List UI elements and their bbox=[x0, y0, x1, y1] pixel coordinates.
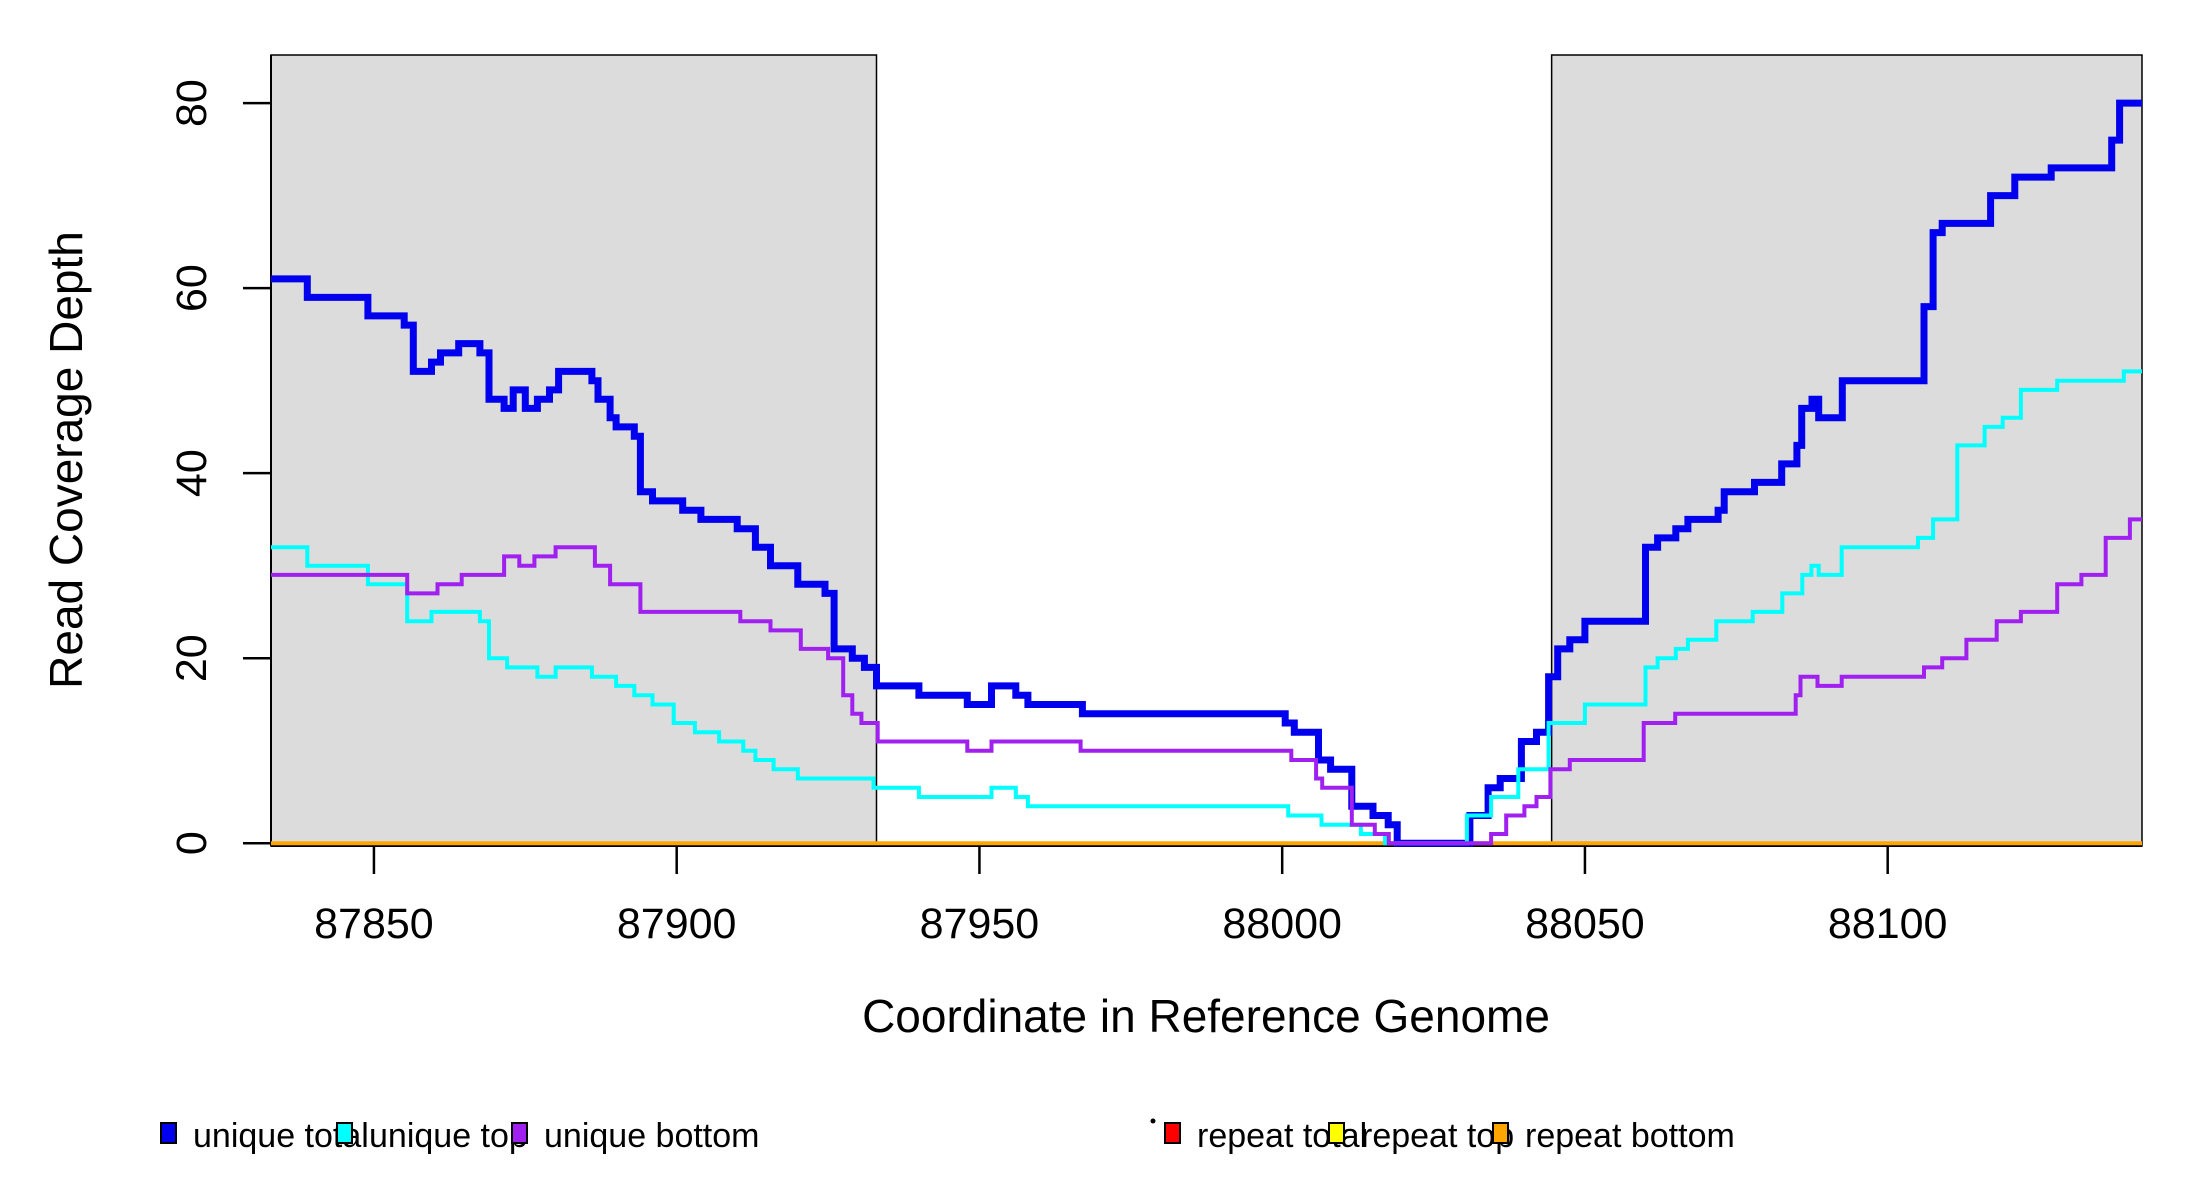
stray-dot bbox=[1150, 1118, 1156, 1124]
legend-swatch-unique-total bbox=[160, 1122, 177, 1144]
series-unique-total bbox=[271, 99, 2142, 847]
legend-label-unique-bottom: unique bottom bbox=[544, 1117, 760, 1155]
legend-item-repeat-bottom: repeat bottom bbox=[1492, 1117, 1735, 1155]
y-tick-label-0: 0 bbox=[168, 831, 216, 855]
x-tick-label-88050: 88050 bbox=[1525, 900, 1645, 948]
legend-label-repeat-bottom: repeat bottom bbox=[1525, 1117, 1735, 1155]
y-axis-title: Read Coverage Depth bbox=[40, 231, 92, 689]
y-tick-label-20: 20 bbox=[168, 634, 216, 682]
x-axis-title: Coordinate in Reference Genome bbox=[862, 990, 1550, 1042]
y-tick-label-40: 40 bbox=[168, 449, 216, 497]
x-tick-label-88100: 88100 bbox=[1828, 900, 1948, 948]
x-tick-label-87900: 87900 bbox=[617, 900, 737, 948]
legend-item-unique-bottom: unique bottom bbox=[511, 1117, 760, 1155]
series-unique-top bbox=[271, 369, 2142, 846]
legend-swatch-repeat-total bbox=[1164, 1122, 1181, 1144]
shaded-region-1 bbox=[270, 54, 878, 847]
legend-label-repeat-top: repeat top bbox=[1361, 1117, 1514, 1155]
legend-swatch-repeat-bottom bbox=[1492, 1122, 1509, 1144]
x-tick-label-88000: 88000 bbox=[1222, 900, 1342, 948]
legend-item-unique-top: unique top bbox=[336, 1117, 528, 1155]
legend-swatch-unique-top bbox=[336, 1122, 353, 1144]
series-unique-bottom bbox=[271, 517, 2142, 846]
y-tick-label-60: 60 bbox=[168, 264, 216, 312]
legend-swatch-repeat-top bbox=[1328, 1122, 1345, 1144]
legend-swatch-unique-bottom bbox=[511, 1122, 528, 1144]
y-tick-label-80: 80 bbox=[168, 79, 216, 127]
x-tick-label-87950: 87950 bbox=[920, 900, 1040, 948]
x-tick-label-87850: 87850 bbox=[314, 900, 434, 948]
shaded-region-2 bbox=[1550, 54, 2143, 847]
legend-item-repeat-top: repeat top bbox=[1328, 1117, 1514, 1155]
legend-label-unique-top: unique top bbox=[369, 1117, 528, 1155]
